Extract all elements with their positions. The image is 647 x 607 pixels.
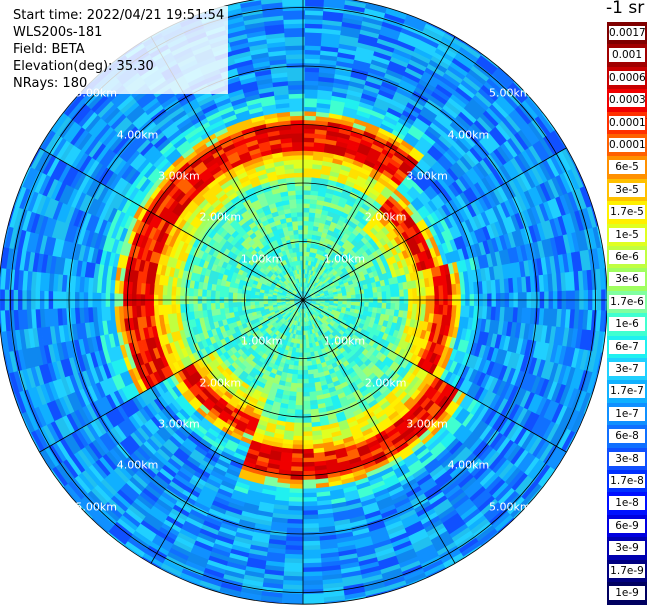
range-ring-label: 3.00km [406, 417, 448, 431]
range-ring-label: 2.00km [364, 376, 407, 390]
colorbar-cell: 1e-9 [607, 582, 647, 605]
colorbar-cell: 3e-6 [607, 268, 647, 292]
colorbar-cell: 0.0003 [607, 89, 647, 113]
colorbar-label: 1.7e-7 [609, 384, 645, 399]
colorbar-cell: 0.0006 [607, 66, 647, 90]
colorbar-label: 1e-8 [609, 496, 645, 511]
colorbar-cell: 1.7e-6 [607, 290, 647, 314]
colorbar-cell: 6e-8 [607, 425, 647, 449]
colorbar-cell: 1.7e-9 [607, 559, 647, 583]
colorbar-cell: 3e-7 [607, 358, 647, 381]
range-ring-label: 1.00km [323, 252, 366, 266]
range-ring-label: 3.00km [158, 169, 200, 183]
colorbar-cell: 0.0001 [607, 134, 647, 157]
range-ring-label: 2.00km [199, 210, 242, 224]
colorbar-label: 0.0003 [609, 93, 646, 108]
range-ring-label: 4.00km [116, 128, 159, 142]
colorbar-cell: 6e-6 [607, 246, 647, 269]
colorbar-label: 3e-5 [609, 182, 645, 197]
colorbar-cell: 1e-5 [607, 223, 647, 247]
colorbar-label: 6e-7 [609, 339, 645, 354]
colorbar-cell: 0.00017 [607, 111, 647, 135]
colorbar-cell: 1e-6 [607, 313, 647, 337]
colorbar-label: 6e-9 [609, 518, 645, 533]
nrays-text: NRays: 180 [13, 76, 88, 91]
range-ring-label: 5.00km [489, 500, 531, 514]
colorbar-label: 6e-6 [609, 250, 645, 264]
colorbar-cell: 3e-9 [607, 537, 647, 561]
radial-line [39, 147, 304, 301]
colorbar-cell: 6e-5 [607, 156, 647, 180]
colorbar-label: 1.7e-8 [609, 474, 645, 488]
info-panel: Start time: 2022/04/21 19:51:54 WLS200s-… [11, 6, 229, 94]
range-ring-label: 4.00km [447, 128, 490, 142]
colorbar-label: 3e-9 [609, 541, 645, 556]
radial-line [302, 299, 567, 453]
range-ring-label: 3.00km [158, 417, 200, 431]
colorbar-cell: 6e-9 [607, 514, 647, 538]
colorbar-label: 0.0017 [609, 26, 646, 40]
colorbar-label: 3e-7 [609, 362, 645, 376]
colorbar-label: 3e-8 [609, 451, 645, 466]
colorbar-cell: 1e-7 [607, 402, 647, 426]
colorbar-label: 1e-7 [609, 406, 645, 421]
range-ring-label: 2.00km [199, 376, 242, 390]
radial-line [39, 299, 304, 453]
radial-line [302, 299, 456, 564]
colorbar-cell: 1e-8 [607, 492, 647, 516]
range-ring-label: 5.00km [75, 500, 117, 514]
colorbar-label: 1e-9 [609, 586, 645, 600]
range-ring-label: 4.00km [447, 458, 490, 472]
colorbar-cell: 1.7e-5 [607, 201, 647, 225]
range-ring-label: 5.00km [75, 86, 117, 100]
colorbar-label: 1.7e-6 [609, 294, 645, 309]
field-text: Field: BETA [13, 42, 85, 57]
range-ring-label: 1.00km [323, 334, 366, 348]
radial-line [150, 299, 304, 564]
colorbar-label: 1e-5 [609, 227, 645, 242]
range-ring-label: 1.00km [240, 334, 283, 348]
radial-line [302, 36, 456, 301]
colorbar-label: 0.0001 [609, 138, 646, 152]
range-ring-label: 3.00km [406, 169, 448, 183]
start-time-text: Start time: 2022/04/21 19:51:54 [13, 8, 225, 23]
colorbar-label: 0.0006 [609, 70, 646, 85]
colorbar-cell: 3e-5 [607, 178, 647, 202]
colorbar-cell: 1.7e-8 [607, 470, 647, 493]
colorbar-cell: 1.7e-7 [607, 380, 647, 404]
colorbar-label: 1e-6 [609, 317, 645, 332]
colorbar-cell: 0.0017 [607, 22, 647, 45]
colorbar-label: 1.7e-5 [609, 205, 645, 220]
colorbar-label: 0.00017 [609, 115, 647, 130]
colorbar-cell: 3e-8 [607, 447, 647, 471]
colorbar-label: 1.7e-9 [609, 563, 645, 578]
colorbar-cell: 0.001 [607, 44, 647, 68]
colorbar-title: -1 sr [606, 0, 645, 18]
colorbar-label: 3e-6 [609, 272, 645, 287]
elevation-text: Elevation(deg): 35.30 [13, 59, 154, 74]
range-ring-label: 1.00km [240, 252, 283, 266]
colorbar-label: 6e-8 [609, 429, 645, 444]
colorbar-label: 6e-5 [609, 160, 645, 175]
instrument-text: WLS200s-181 [13, 25, 103, 40]
colorbar-cell: 6e-7 [607, 335, 647, 359]
radial-line [302, 147, 567, 301]
range-ring-label: 5.00km [489, 86, 531, 100]
range-ring-label: 2.00km [364, 210, 407, 224]
colorbar-label: 0.001 [609, 48, 645, 63]
range-ring-label: 4.00km [116, 458, 159, 472]
